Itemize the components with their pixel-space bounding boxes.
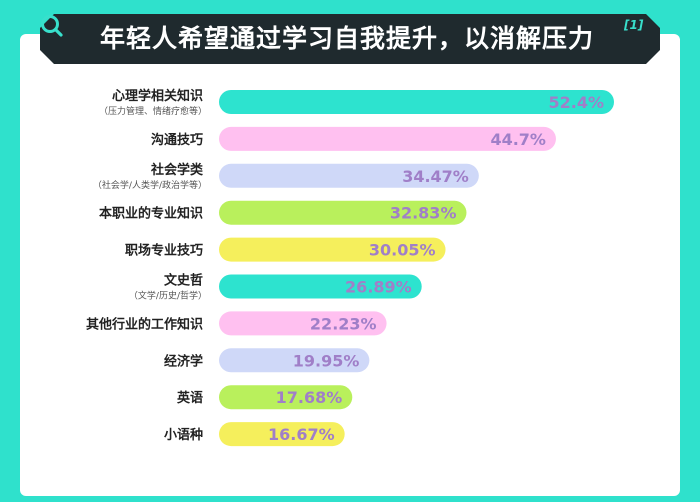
bar-row: 16.67% 小语种 [164, 422, 345, 447]
bar-row: 19.95% 经济学 [164, 348, 370, 373]
bar-row: 30.05% 职场专业技巧 [125, 237, 446, 262]
bar-value-label: 17.68% [276, 388, 343, 407]
bar [219, 385, 353, 410]
category-label: 心理学相关知识 [112, 88, 203, 104]
category-label: 社会学类 [150, 162, 204, 178]
bar-row: 34.47% 社会学类（社会学/人类学/政治学等） [93, 162, 479, 191]
bar [219, 237, 446, 262]
bar [219, 348, 370, 373]
bar-value-label: 19.95% [293, 351, 360, 370]
footnote-marker: [1] [624, 18, 644, 32]
category-label: 英语 [176, 390, 203, 406]
bar-value-label: 32.83% [390, 204, 457, 223]
category-label: 经济学 [164, 353, 203, 369]
category-sublabel: （文学/历史/哲学） [129, 290, 207, 302]
bar [219, 126, 556, 151]
bar [219, 422, 345, 447]
bar-row: 44.7% 沟通技巧 [151, 126, 556, 151]
title-banner: 年轻人希望通过学习自我提升，以消解压力 [1] [40, 14, 660, 64]
banner-shape [40, 14, 660, 64]
bar-value-label: 26.89% [345, 278, 412, 297]
bar-value-label: 16.67% [268, 425, 335, 444]
category-label: 小语种 [164, 427, 203, 443]
search-icon [41, 15, 63, 37]
bar-row: 32.83% 本职业的专业知识 [99, 200, 467, 225]
bar-row: 52.4% 心理学相关知识（压力管理、情绪疗愈等） [99, 88, 614, 117]
bar-row: 26.89% 文史哲（文学/历史/哲学） [129, 273, 422, 302]
bar [219, 200, 467, 225]
category-label: 本职业的专业知识 [99, 206, 203, 222]
bar-row: 17.68% 英语 [176, 385, 353, 410]
bar [219, 311, 387, 336]
bar [219, 163, 479, 188]
bar-row: 22.23% 其他行业的工作知识 [86, 311, 387, 336]
bar-value-label: 34.47% [402, 167, 469, 186]
bar-value-label: 22.23% [310, 314, 377, 333]
category-label: 职场专业技巧 [125, 243, 203, 259]
bar-value-label: 52.4% [548, 93, 604, 112]
bar [219, 274, 422, 299]
category-sublabel: （压力管理、情绪疗愈等） [99, 105, 207, 117]
category-label: 文史哲 [164, 273, 203, 289]
category-label: 其他行业的工作知识 [86, 316, 203, 332]
category-label: 沟通技巧 [151, 132, 203, 148]
bar-value-label: 30.05% [369, 241, 436, 260]
bar [219, 90, 614, 114]
category-sublabel: （社会学/人类学/政治学等） [93, 179, 207, 191]
page-title: 年轻人希望通过学习自我提升，以消解压力 [100, 24, 595, 53]
bar-value-label: 44.7% [490, 130, 546, 149]
